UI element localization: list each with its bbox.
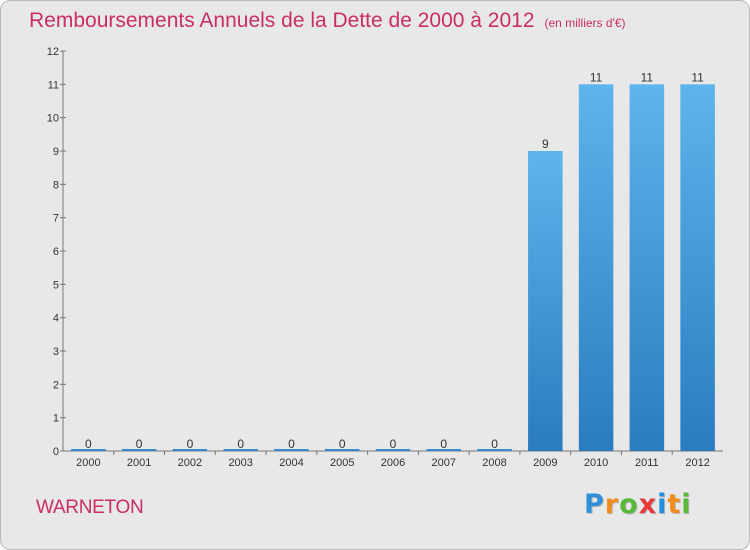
y-tick-label: 0 (53, 446, 59, 458)
y-tick-label: 11 (48, 79, 59, 91)
bar (578, 84, 614, 451)
y-tick-label: 1 (53, 413, 59, 425)
x-tick-label: 2002 (178, 457, 202, 469)
bar-value-label: 9 (542, 137, 549, 151)
bar (375, 449, 411, 451)
bar (274, 449, 309, 451)
x-tick-label: 2011 (635, 457, 659, 469)
chart-subtitle: (en milliers d'€) (544, 16, 626, 30)
x-tick-label: 2009 (533, 457, 557, 469)
bar (324, 449, 360, 451)
bar-value-label: 0 (390, 437, 397, 451)
x-tick-label: 2005 (330, 457, 354, 469)
logo-letter: o (619, 489, 639, 520)
bar-value-label: 11 (691, 70, 704, 84)
bar-value-label: 11 (590, 70, 603, 84)
y-tick-label: 7 (53, 213, 59, 225)
bar (629, 84, 665, 451)
bar-value-label: 0 (237, 437, 244, 451)
chart-title: Remboursements Annuels de la Dette de 20… (29, 9, 626, 33)
bar (223, 449, 258, 451)
logo-letter: i (657, 489, 668, 520)
y-tick-label: 9 (53, 146, 59, 158)
chart-title-text: Remboursements Annuels de la Dette de 20… (29, 9, 535, 32)
bar-value-label: 0 (440, 437, 447, 451)
x-tick-label: 2001 (127, 457, 151, 469)
bar (71, 449, 106, 451)
bar (528, 151, 563, 451)
x-tick-label: 2000 (76, 457, 100, 469)
chart-bars (71, 84, 715, 451)
x-tick-label: 2007 (432, 457, 456, 469)
bar-value-label: 0 (288, 437, 295, 451)
x-tick-label: 2003 (228, 457, 252, 469)
x-tick-label: 2006 (381, 457, 405, 469)
x-tick-label: 2004 (279, 457, 303, 469)
x-tick-label: 2008 (482, 457, 506, 469)
y-tick-label: 3 (53, 346, 59, 358)
logo-letter: i (681, 489, 692, 520)
y-tick-label: 5 (53, 279, 59, 291)
bar-value-label: 0 (491, 437, 498, 451)
bar-value-label: 0 (187, 437, 194, 451)
y-tick-label: 8 (53, 179, 59, 191)
y-tick-label: 2 (53, 379, 59, 391)
bar (172, 449, 208, 451)
bar (680, 84, 715, 451)
x-tick-label: 2010 (584, 457, 608, 469)
bar (121, 449, 157, 451)
y-tick-label: 6 (53, 246, 59, 258)
bar-value-label: 0 (85, 437, 92, 451)
commune-name: WARNETON (36, 497, 144, 518)
x-tick-label: 2012 (685, 457, 709, 469)
y-tick-label: 10 (47, 113, 59, 125)
proxiti-logo: Proxiti (584, 489, 692, 520)
logo-letter: x (638, 489, 658, 520)
logo-letter: P (584, 489, 605, 520)
logo-letter: t (667, 489, 682, 520)
bar (477, 449, 512, 451)
chart-labels: 0 0 0 0 0 0 0 0 0 9 11 11 11 (85, 70, 704, 451)
bar-value-label: 11 (641, 70, 654, 84)
y-tick-label: 12 (47, 46, 59, 58)
logo-letter: r (604, 489, 620, 520)
y-tick-label: 4 (53, 313, 59, 325)
bar-value-label: 0 (136, 437, 143, 451)
bar-value-label: 0 (339, 437, 346, 451)
bar (426, 449, 462, 451)
